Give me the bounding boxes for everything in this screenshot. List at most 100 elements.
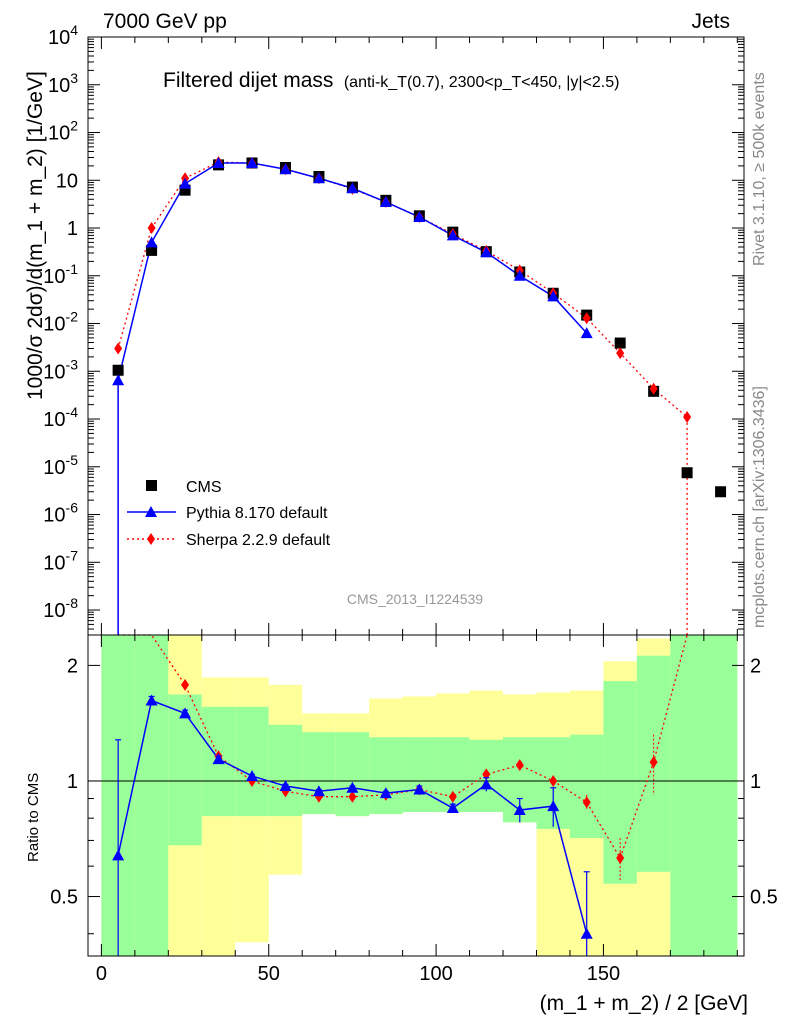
y-tick-label-main: 103	[48, 70, 78, 97]
y-tick-label-ratio: 0.5	[50, 887, 78, 909]
cms-point	[614, 337, 626, 349]
pythia-ratio-point	[212, 753, 225, 765]
legend-marker-pythia	[145, 506, 157, 517]
pythia-point	[580, 327, 593, 339]
pythia-point	[212, 156, 225, 168]
y-tick-label-ratio: 1	[67, 771, 78, 793]
pythia-point	[179, 177, 192, 189]
sherpa-main-line	[117, 161, 688, 635]
header-left: 7000 GeV pp	[103, 10, 227, 33]
legend-label-cms: CMS	[186, 479, 222, 496]
y-tick-label-main: 10-8	[43, 595, 78, 622]
y-tick-label-main: 10-5	[43, 452, 78, 479]
x-tick-label: 50	[258, 963, 280, 985]
sherpa-ratio-point	[649, 756, 658, 769]
sherpa-ratio-point	[549, 774, 558, 787]
band-1sigma-5	[268, 724, 303, 817]
main-series	[112, 156, 727, 635]
y-tick-label-main: 104	[48, 22, 78, 49]
legend-marker-cms	[146, 480, 157, 491]
header-right: Jets	[691, 10, 730, 33]
sherpa-ratio-point	[582, 796, 591, 809]
pythia-point	[346, 182, 359, 194]
cms-point	[715, 486, 727, 498]
pythia-point	[547, 290, 560, 302]
cms-point	[681, 467, 693, 479]
pythia-point	[312, 172, 325, 184]
sherpa-ratio-point	[616, 851, 625, 864]
y-tick-label-ratio-right: 0.5	[750, 887, 778, 909]
band-1sigma-9	[402, 737, 437, 813]
legend: CMS Pythia 8.170 default Sherpa 2.2.9 de…	[127, 479, 331, 549]
sherpa-point	[147, 222, 156, 235]
y-tick-label-main: 10-6	[43, 500, 78, 527]
sherpa-point	[683, 411, 692, 424]
analysis-watermark: CMS_2013_I1224539	[347, 591, 483, 607]
sherpa-ratio-point	[515, 759, 524, 772]
pythia-point	[145, 236, 158, 248]
legend-marker-sherpa	[147, 533, 155, 545]
pythia-ratio-point	[413, 783, 426, 795]
pythia-ratio-point	[547, 800, 560, 812]
pythia-ratio-point	[246, 770, 258, 782]
legend-label-pythia: Pythia 8.170 default	[186, 505, 328, 522]
pythia-point	[279, 163, 292, 175]
pythia-main-line	[117, 162, 588, 635]
cms-point	[112, 364, 124, 376]
y-tick-label-main: 10	[56, 170, 78, 192]
sherpa-point	[114, 342, 123, 355]
band-1sigma-8	[369, 737, 403, 815]
y-tick-label-main: 10-4	[43, 404, 78, 431]
pythia-point	[513, 269, 526, 281]
band-1sigma-7	[335, 732, 370, 817]
y-tick-label-main: 102	[48, 118, 78, 145]
pythia-ratio-point	[279, 780, 292, 792]
pythia-ratio-point	[312, 785, 325, 797]
pythia-point	[112, 374, 125, 386]
side-label-mcplots: mcplots.cern.ch [arXiv:1306.3436]	[751, 386, 768, 628]
pythia-point	[379, 196, 392, 208]
pythia-ratio-point	[179, 707, 192, 719]
band-1sigma-4	[235, 706, 269, 817]
y-tick-label-ratio: 2	[67, 655, 78, 677]
band-1sigma-14	[569, 734, 604, 839]
ratio-series	[112, 634, 688, 956]
band-1sigma-15	[603, 681, 637, 884]
y-tick-label-ratio-right: 2	[750, 655, 761, 677]
x-tick-label: 100	[419, 963, 452, 985]
pythia-ratio-point	[112, 849, 125, 861]
band-1sigma-17	[670, 635, 738, 956]
band-1sigma-1	[134, 635, 169, 956]
y-axis-label-main: 1000/σ 2dσ)/d(m_1 + m_2) [1/GeV]	[24, 71, 47, 400]
ratio-uncertainty-bands	[88, 635, 744, 956]
x-tick-label: 0	[96, 963, 107, 985]
sherpa-point	[582, 312, 591, 325]
chart-title-extra: (anti-k_T(0.7), 2300<p_T<450, |y|<2.5)	[344, 74, 620, 91]
band-1sigma-2	[168, 694, 202, 846]
pythia-ratio-point	[145, 694, 158, 706]
legend-label-sherpa: Sherpa 2.2.9 default	[186, 532, 331, 549]
sherpa-ratio-line	[118, 634, 688, 860]
ratio-panel-frame	[87, 634, 745, 957]
pythia-point	[480, 246, 493, 258]
axis-tick-labels: 0 50 100 15010410310210110-110-210-310-410-…	[43, 22, 778, 985]
pythia-ratio-point	[379, 787, 392, 799]
y-tick-label-main: 1	[67, 218, 78, 240]
y-tick-label-main: 10-2	[43, 309, 78, 336]
y-tick-label-main: 10-7	[43, 547, 78, 574]
pythia-ratio-point	[346, 781, 359, 793]
y-axis-label-ratio: Ratio to CMS	[25, 773, 42, 862]
pythia-ratio-point	[513, 804, 526, 816]
y-tick-label-main: 10-3	[43, 356, 78, 383]
sherpa-point	[616, 347, 625, 360]
cms-point	[179, 184, 191, 196]
sherpa-ratio-point	[448, 790, 457, 803]
axis-ticks	[88, 36, 744, 956]
sherpa-ratio-point	[348, 790, 357, 803]
sherpa-ratio-point	[181, 678, 190, 691]
pythia-point	[246, 156, 258, 168]
x-axis-label: (m_1 + m_2) / 2 [GeV]	[540, 992, 748, 1015]
pythia-ratio-point	[446, 802, 459, 814]
pythia-ratio-point	[480, 778, 493, 790]
